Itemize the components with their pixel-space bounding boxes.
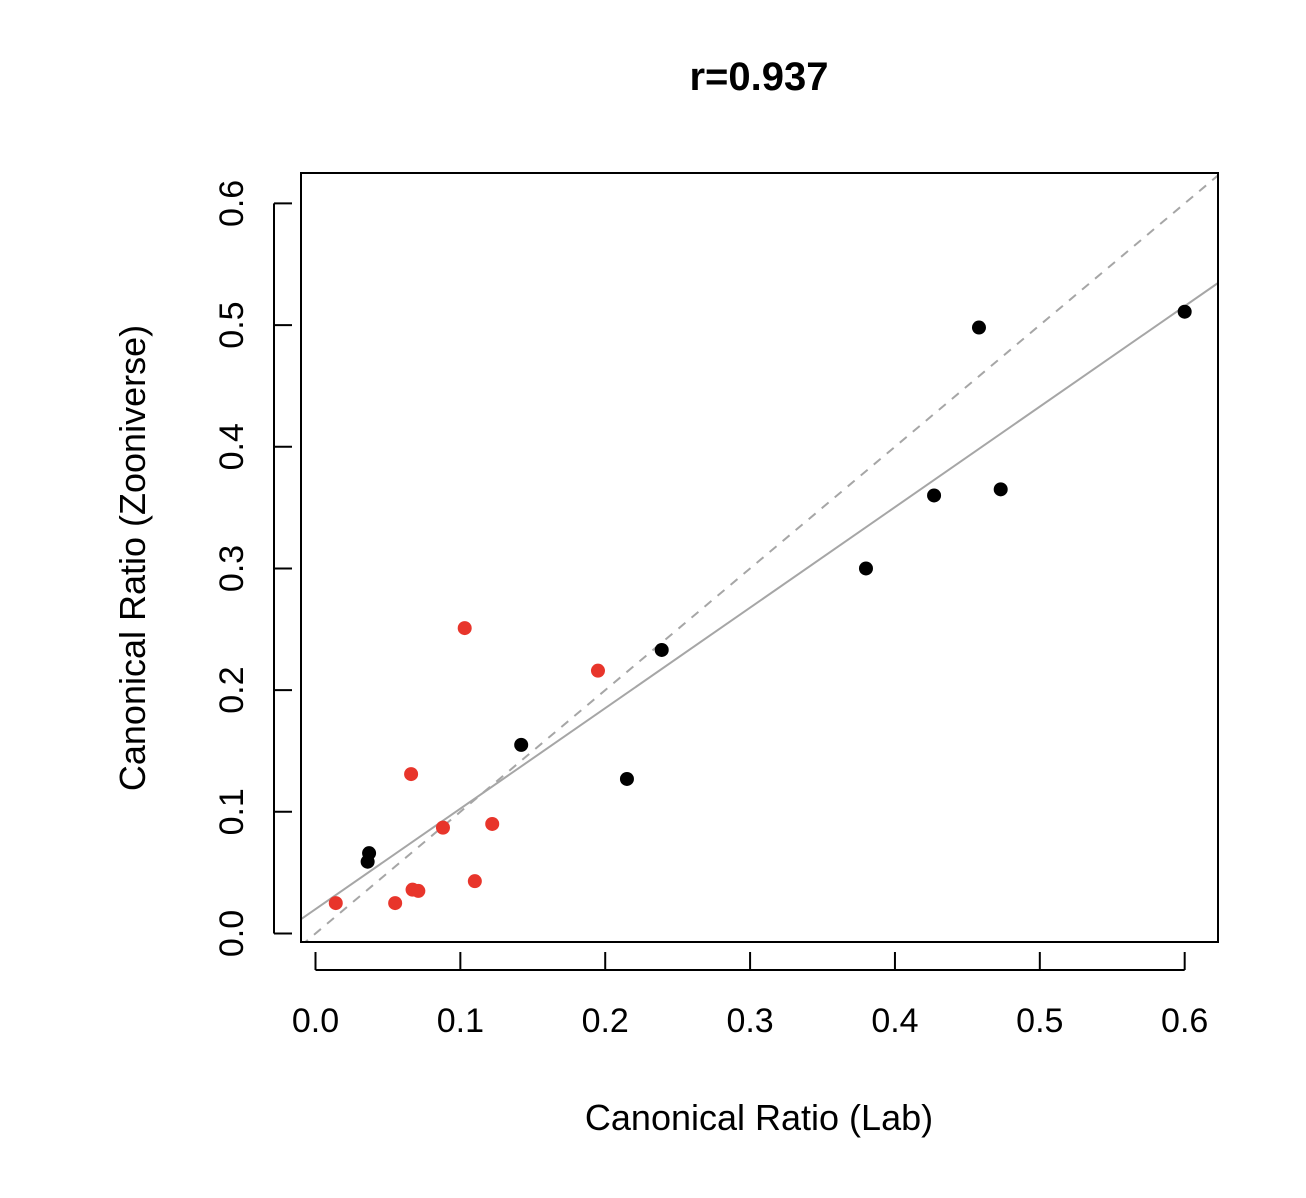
black-data-point	[993, 482, 1008, 497]
black-data-point	[1177, 304, 1192, 319]
black-data-point	[971, 320, 986, 335]
black-data-point	[654, 642, 669, 657]
x-tick-label: 0.4	[871, 1002, 918, 1040]
plot-frame	[300, 172, 1219, 943]
red-data-point	[388, 896, 403, 911]
y-tick-label: 0.3	[213, 545, 251, 592]
red-data-point	[485, 816, 500, 831]
fit-line	[301, 282, 1218, 921]
y-tick-label: 0.2	[213, 666, 251, 713]
black-data-point	[927, 488, 942, 503]
y-tick-label: 0.4	[213, 423, 251, 470]
red-data-point	[467, 874, 482, 889]
y-tick-label: 0.5	[213, 301, 251, 348]
y-axis-label: Canonical Ratio (Zooniverse)	[112, 325, 153, 791]
reference-lines	[301, 174, 1218, 942]
black-data-point	[514, 737, 529, 752]
red-data-point	[457, 621, 472, 636]
black-data-point	[619, 771, 634, 786]
x-tick-label: 0.5	[1016, 1002, 1063, 1040]
y-tick-label: 0.6	[213, 180, 251, 227]
y-tick-label: 0.1	[213, 788, 251, 835]
red-data-point	[328, 896, 343, 911]
x-tick-label: 0.6	[1161, 1002, 1208, 1040]
red-data-point	[411, 883, 426, 898]
x-tick-label: 0.3	[726, 1002, 773, 1040]
identity-line	[303, 174, 1218, 942]
black-data-point	[362, 846, 377, 861]
red-data-point	[435, 820, 450, 835]
y-axis: 0.0 0.1 0.2 0.3 0.4 0.5 0.6	[213, 180, 292, 957]
x-axis-label: Canonical Ratio (Lab)	[585, 1097, 933, 1138]
x-tick-label: 0.0	[292, 1002, 339, 1040]
data-points	[328, 304, 1192, 911]
red-data-point	[590, 663, 605, 678]
red-data-point	[404, 767, 419, 782]
black-data-point	[858, 561, 873, 576]
chart-title: r=0.937	[689, 55, 828, 99]
y-tick-label: 0.0	[213, 910, 251, 957]
x-axis: 0.0 0.1 0.2 0.3 0.4 0.5 0.6	[292, 952, 1208, 1040]
x-tick-label: 0.2	[582, 1002, 629, 1040]
x-tick-label: 0.1	[437, 1002, 484, 1040]
